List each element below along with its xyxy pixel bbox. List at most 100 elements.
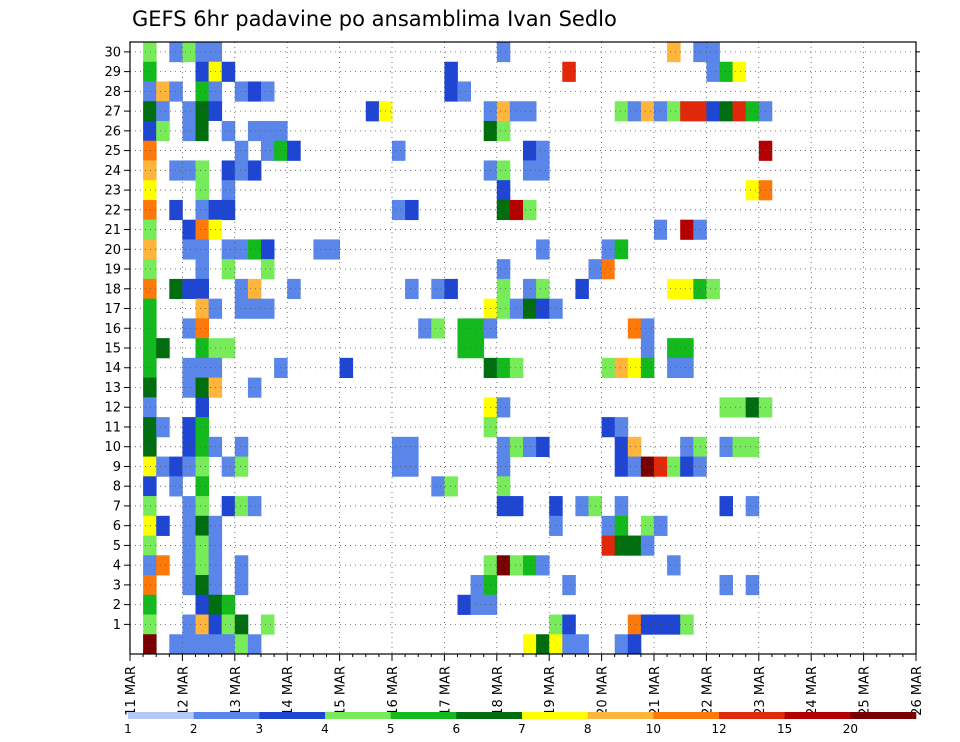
heatmap-cell bbox=[182, 535, 196, 556]
heatmap-cell bbox=[706, 61, 720, 82]
heatmap-cell bbox=[392, 199, 406, 221]
heatmap-cell bbox=[640, 338, 655, 359]
heatmap-cell bbox=[614, 357, 629, 379]
heatmap-cell bbox=[627, 318, 642, 339]
heatmap-cell bbox=[523, 436, 537, 457]
heatmap-cell bbox=[640, 535, 655, 556]
heatmap-cell bbox=[392, 456, 406, 477]
heatmap-cell bbox=[234, 160, 249, 181]
heatmap-cell bbox=[169, 476, 183, 497]
x-tick-label: 12 MAR bbox=[176, 666, 191, 716]
y-tick-label: 20 bbox=[104, 243, 121, 258]
heatmap-cell bbox=[614, 515, 629, 536]
heatmap-cell bbox=[234, 239, 249, 260]
heatmap-cell bbox=[143, 456, 157, 477]
heatmap-cell bbox=[182, 42, 196, 63]
heatmap-cell bbox=[221, 120, 236, 142]
heatmap-cell bbox=[614, 436, 629, 457]
heatmap-cell bbox=[470, 318, 485, 339]
heatmap-cell bbox=[195, 318, 209, 339]
heatmap-cell bbox=[182, 575, 196, 596]
heatmap-cell bbox=[261, 259, 275, 280]
heatmap-cell bbox=[745, 575, 760, 596]
heatmap-cell bbox=[234, 575, 249, 596]
heatmap-cell bbox=[496, 199, 511, 221]
heatmap-cell bbox=[509, 101, 524, 122]
y-tick-label: 12 bbox=[104, 401, 121, 416]
heatmap-cell bbox=[496, 278, 511, 300]
heatmap-cell bbox=[287, 278, 301, 300]
heatmap-cell bbox=[509, 555, 524, 576]
colorbar-label: 2 bbox=[190, 722, 198, 736]
heatmap-cell bbox=[457, 318, 471, 339]
heatmap-cell bbox=[182, 417, 196, 438]
heatmap-cell bbox=[496, 456, 511, 477]
heatmap-cell bbox=[221, 338, 236, 359]
colorbar-swatch bbox=[259, 712, 326, 719]
heatmap-cell bbox=[221, 259, 236, 280]
heatmap-cell bbox=[496, 496, 511, 517]
y-tick-label: 9 bbox=[113, 460, 121, 475]
colorbar-label: 1 bbox=[124, 722, 132, 736]
heatmap-cell bbox=[575, 634, 589, 655]
x-tick-label: 11 MAR bbox=[124, 666, 139, 716]
heatmap-cell bbox=[169, 160, 183, 181]
heatmap-cell bbox=[234, 140, 249, 161]
heatmap-cell bbox=[444, 61, 458, 82]
heatmap-cell bbox=[640, 101, 655, 122]
heatmap-cell bbox=[601, 357, 616, 379]
heatmap-cell bbox=[195, 278, 209, 300]
heatmap-cell bbox=[392, 436, 406, 457]
y-tick-label: 29 bbox=[104, 65, 121, 80]
heatmap-cell bbox=[234, 634, 249, 655]
heatmap-cell bbox=[234, 456, 249, 477]
heatmap-cell bbox=[182, 160, 196, 181]
heatmap-cell bbox=[614, 101, 629, 122]
heatmap-cell bbox=[143, 140, 157, 161]
heatmap-cell bbox=[444, 476, 458, 497]
heatmap-cell bbox=[536, 298, 550, 319]
heatmap-cell bbox=[667, 219, 681, 240]
y-tick-label: 22 bbox=[104, 203, 121, 218]
heatmap-cell bbox=[221, 180, 236, 201]
heatmap-cell bbox=[195, 239, 209, 260]
heatmap-cell bbox=[195, 219, 209, 240]
y-tick-label: 1 bbox=[113, 618, 121, 633]
heatmap-cell bbox=[667, 278, 681, 300]
heatmap-cell bbox=[614, 456, 629, 477]
heatmap-cell bbox=[156, 555, 170, 576]
heatmap-cell bbox=[143, 239, 157, 260]
heatmap-cell bbox=[667, 338, 681, 359]
heatmap-cell bbox=[143, 496, 157, 517]
heatmap-cell bbox=[496, 259, 511, 280]
heatmap-cell bbox=[536, 160, 550, 181]
heatmap-cell bbox=[234, 496, 249, 517]
heatmap-cell bbox=[247, 160, 262, 181]
y-axis: 1234567891011121314151617181920212223242… bbox=[104, 45, 920, 633]
heatmap-cell bbox=[444, 81, 458, 102]
heatmap-cell bbox=[523, 160, 537, 181]
heatmap-cell bbox=[143, 594, 157, 615]
y-tick-label: 11 bbox=[104, 420, 121, 435]
heatmap-cell bbox=[523, 298, 537, 319]
colorbar-swatch bbox=[850, 712, 917, 719]
heatmap-cell bbox=[221, 594, 236, 615]
heatmap-cell bbox=[143, 338, 157, 359]
heatmap-cell bbox=[182, 496, 196, 517]
heatmap-cell bbox=[536, 239, 550, 260]
heatmap-cell bbox=[195, 120, 209, 142]
heatmap-cell bbox=[182, 101, 196, 122]
heatmap-cell bbox=[156, 101, 170, 122]
heatmap-cell bbox=[614, 259, 629, 280]
x-tick-label: 25 MAR bbox=[858, 666, 873, 716]
heatmap-cell bbox=[182, 219, 196, 240]
heatmap-cell bbox=[536, 140, 550, 161]
heatmap-cell bbox=[431, 278, 445, 300]
heatmap-cell bbox=[143, 357, 157, 379]
y-tick-label: 27 bbox=[104, 105, 121, 120]
heatmap-cell bbox=[680, 338, 694, 359]
heatmap-cell bbox=[261, 614, 275, 635]
heatmap-cell bbox=[221, 634, 236, 655]
x-tick-label: 19 MAR bbox=[543, 666, 558, 716]
heatmap-cell bbox=[195, 357, 209, 379]
